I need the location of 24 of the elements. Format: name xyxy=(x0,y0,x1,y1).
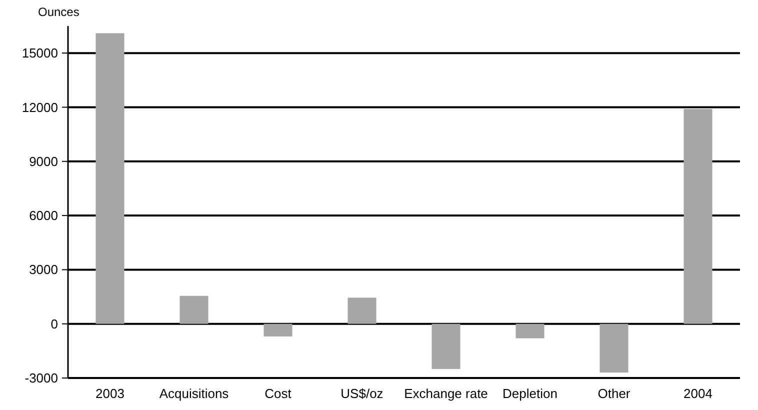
bar xyxy=(180,296,208,324)
y-axis-title: Ounces xyxy=(38,5,80,19)
bar xyxy=(264,324,292,336)
x-tick-label: Other xyxy=(598,386,631,401)
bar xyxy=(600,324,628,373)
x-tick-label: US$/oz xyxy=(340,386,384,401)
x-tick-label: Depletion xyxy=(502,386,558,401)
bar xyxy=(432,324,460,369)
y-tick-label: 15000 xyxy=(22,46,58,61)
bar xyxy=(96,33,124,324)
bar xyxy=(348,298,376,324)
x-tick-label: 2004 xyxy=(684,386,712,401)
x-tick-label: Acquisitions xyxy=(159,386,230,401)
y-tick-label: 9000 xyxy=(29,154,58,169)
bar xyxy=(516,324,544,338)
y-tick-label: 0 xyxy=(50,316,58,332)
y-tick-label: -3000 xyxy=(24,370,58,386)
x-tick-label: Exchange rate xyxy=(404,386,488,401)
y-tick-label: 12000 xyxy=(22,100,58,115)
x-tick-label: 2003 xyxy=(96,386,124,401)
x-tick-label: Cost xyxy=(264,386,292,401)
y-tick-label: 6000 xyxy=(29,208,58,224)
y-tick-label: 3000 xyxy=(29,262,58,278)
bar xyxy=(684,109,712,324)
